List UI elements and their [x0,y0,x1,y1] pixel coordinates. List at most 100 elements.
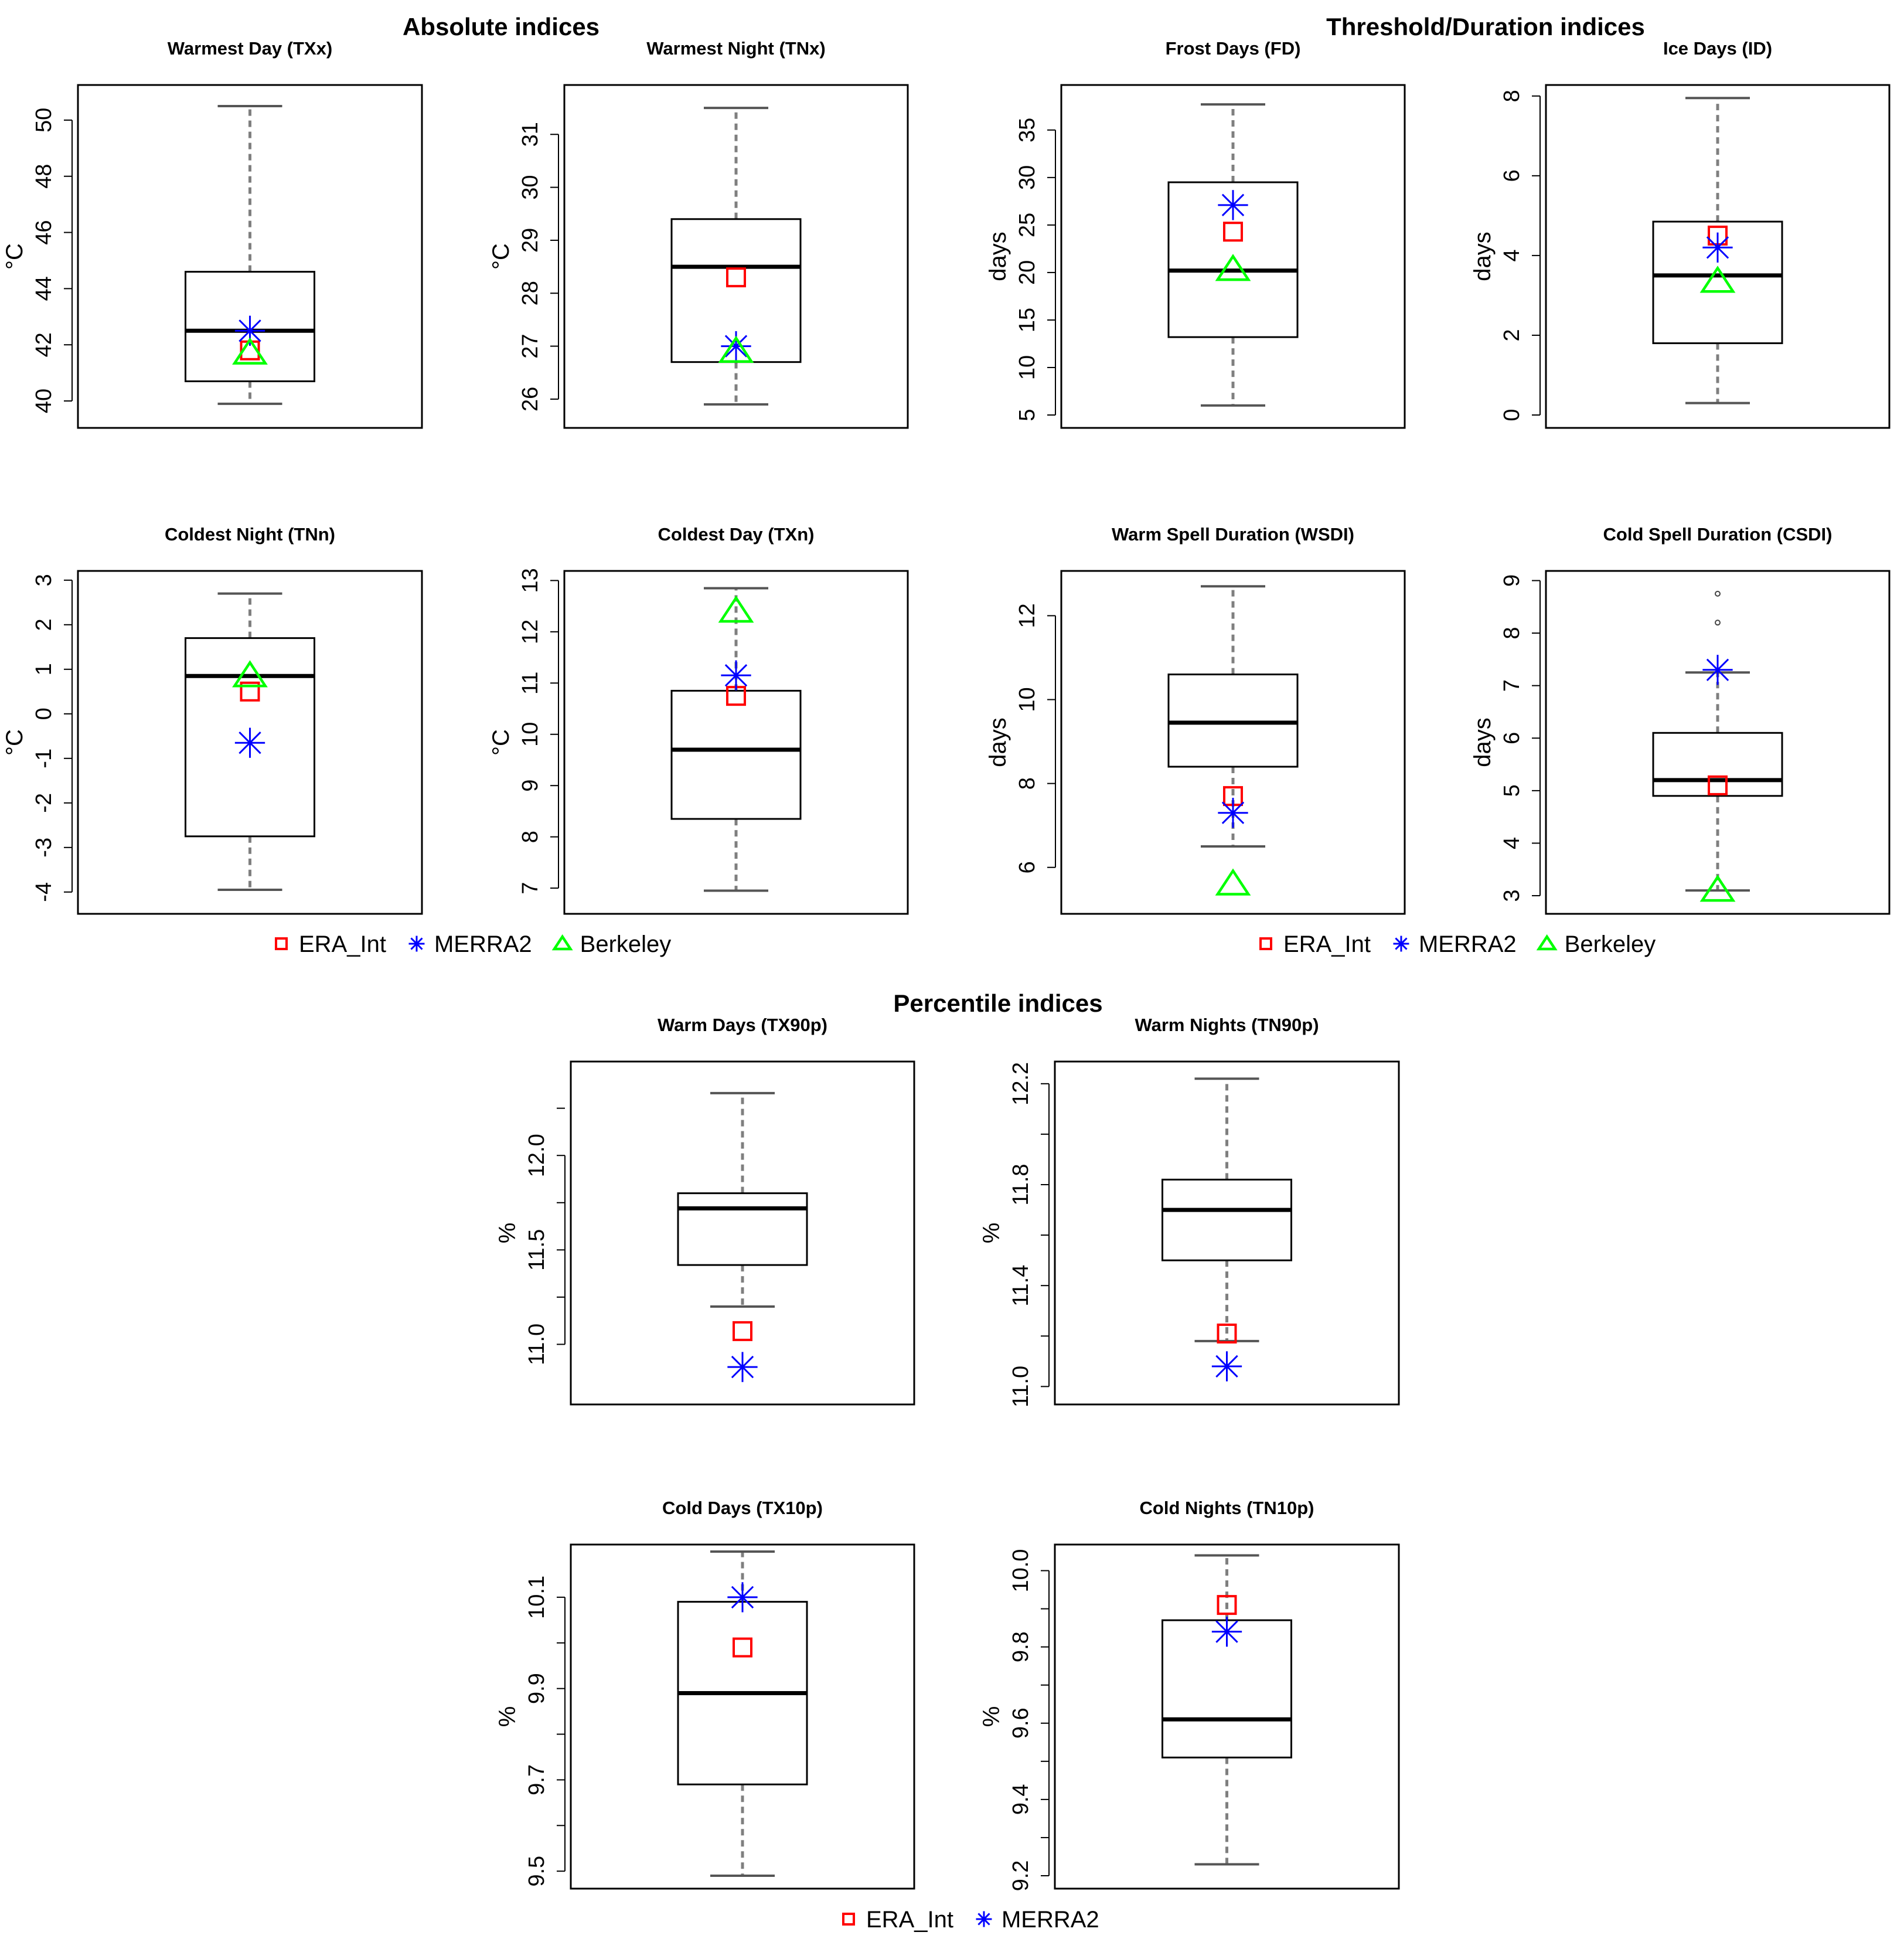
point-berkeley [718,335,754,363]
boxplot-panel: Coldest Day (TXn) 7 8 9 10 11 12 13 °C [488,524,909,915]
boxplot-panel: Frost Days (FD) 5 10 15 20 25 30 35 days [985,38,1406,429]
point-merra2 [727,1352,758,1382]
y-tick-label: 10.1 [524,1576,549,1619]
boxplot-panel: Warm Spell Duration (WSDI) 6 8 10 12 days [985,524,1406,915]
boxplot-panel: Warm Nights (TN90p) 11.0 11.4 11.8 12.2% [979,1015,1400,1407]
y-tick-label: 9.4 [1009,1784,1033,1815]
y-axis-label: days [1470,717,1496,767]
legend-label: ERA_Int [1283,931,1371,957]
point-merra2 [1211,1616,1242,1647]
point-merra2 [1702,655,1733,685]
y-tick-label: 9.5 [524,1856,549,1887]
panel-title: Coldest Night (TNn) [165,524,335,545]
legend-marker-merra2-stroke [1395,937,1408,950]
panel-title: Coldest Day (TXn) [658,524,815,545]
y-tick-label: 40 [32,389,56,413]
y-tick-label: 5 [1015,409,1040,421]
y-tick-label: 28 [518,281,543,305]
plot-frame [1054,1543,1400,1890]
y-tick-label: 42 [32,332,56,357]
plot-frame [570,1543,915,1890]
y-tick-label: 30 [1015,165,1040,190]
panel-title: Warmest Night (TNx) [646,38,825,59]
point-merra2 [727,1582,758,1613]
y-tick-label: 11.5 [524,1229,549,1271]
plot-frame [563,84,909,429]
panel-title: Cold Days (TX10p) [662,1498,823,1518]
legend-label: ERA_Int [299,931,386,957]
y-tick-label: 12.0 [524,1134,549,1177]
y-tick-label: 8 [1500,627,1524,640]
y-tick-label: 9.2 [1009,1860,1033,1892]
point-era-int [1223,222,1243,242]
y-tick-label: 12 [1015,603,1040,628]
section-title-absolute: Absolute indices [403,13,600,40]
y-tick-label: 8 [518,831,543,843]
y-tick-label: 4 [1500,837,1524,849]
box-iqr [1652,732,1783,797]
y-tick-label: 3 [1500,889,1524,902]
panel-title: Warm Nights (TN90p) [1135,1015,1319,1035]
box-iqr [1162,1178,1292,1261]
point-merra2 [721,660,751,691]
boxplot-panel: Cold Spell Duration (CSDI) 3 4 5 6 7 8 9 days [1470,524,1891,915]
point-era-int [1217,1323,1237,1343]
point-berkeley [232,660,268,688]
y-tick-label: 30 [518,175,543,199]
y-tick-label: 50 [32,108,56,132]
y-tick-label: 48 [32,164,56,189]
outlier-point [1715,590,1721,597]
panel-title: Warm Days (TX90p) [658,1015,827,1035]
y-axis-label: % [495,1706,520,1727]
y-tick-label: 12 [518,620,543,644]
plot-frame [1054,1060,1400,1406]
legend-marker-berkeley [1536,934,1558,951]
point-merra2 [1218,798,1248,828]
y-tick-label: 11.0 [1009,1366,1033,1407]
point-merra2-stroke [1706,236,1729,259]
y-tick-label: 10 [518,722,543,747]
point-merra2-stroke [239,732,261,754]
point-merra2 [1702,232,1733,263]
y-tick-label: -4 [32,882,56,902]
y-tick-label: 11.8 [1009,1164,1033,1205]
point-berkeley [1215,868,1251,896]
plot-frame [1060,570,1406,915]
y-tick-label: 9.6 [1009,1707,1033,1739]
plot-frame [1060,84,1406,429]
y-tick-label: 4 [1500,249,1524,261]
point-merra2-stroke [1706,658,1729,681]
y-tick-label: 44 [32,276,56,301]
legend-label: MERRA2 [1419,931,1517,957]
boxplot-panel: Warm Days (TX90p) 11.0 11.5 12.0% [495,1015,915,1406]
y-tick-label: 11 [518,672,543,695]
point-berkeley [718,595,754,623]
y-tick-label: 6 [1015,861,1040,873]
panel-title: Cold Nights (TN10p) [1140,1498,1314,1518]
point-merra2 [1211,1351,1242,1382]
point-merra2-stroke [1215,1355,1238,1378]
y-tick-label: 31 [518,122,543,147]
plot-frame [1545,84,1891,429]
point-berkeley [1699,266,1736,293]
section-title-percentile: Percentile indices [893,989,1102,1017]
y-tick-label: 11.0 [524,1324,549,1365]
y-axis-label: days [1470,232,1496,281]
point-era-int [733,1321,752,1341]
y-tick-label: 9.8 [1009,1631,1033,1662]
y-tick-label: -3 [32,838,56,858]
panel-title: Ice Days (ID) [1663,38,1772,59]
y-tick-label: 12.2 [1009,1062,1033,1106]
legend-label: ERA_Int [866,1907,953,1933]
y-tick-label: 0 [32,708,56,720]
y-tick-label: 13 [518,568,543,593]
y-axis-label: days [985,232,1011,281]
y-tick-label: 25 [1015,213,1040,237]
legend-marker-merra2 [1393,936,1409,952]
y-axis-label: days [985,717,1011,767]
y-tick-label: 0 [1500,409,1524,421]
legends: ERA_Int MERRA2 Berkeley ERA_Int MERRA2 Berkel… [275,931,1656,1933]
point-era-int [240,681,260,702]
point-era-int [726,267,746,288]
y-tick-label: 7 [1500,679,1524,692]
